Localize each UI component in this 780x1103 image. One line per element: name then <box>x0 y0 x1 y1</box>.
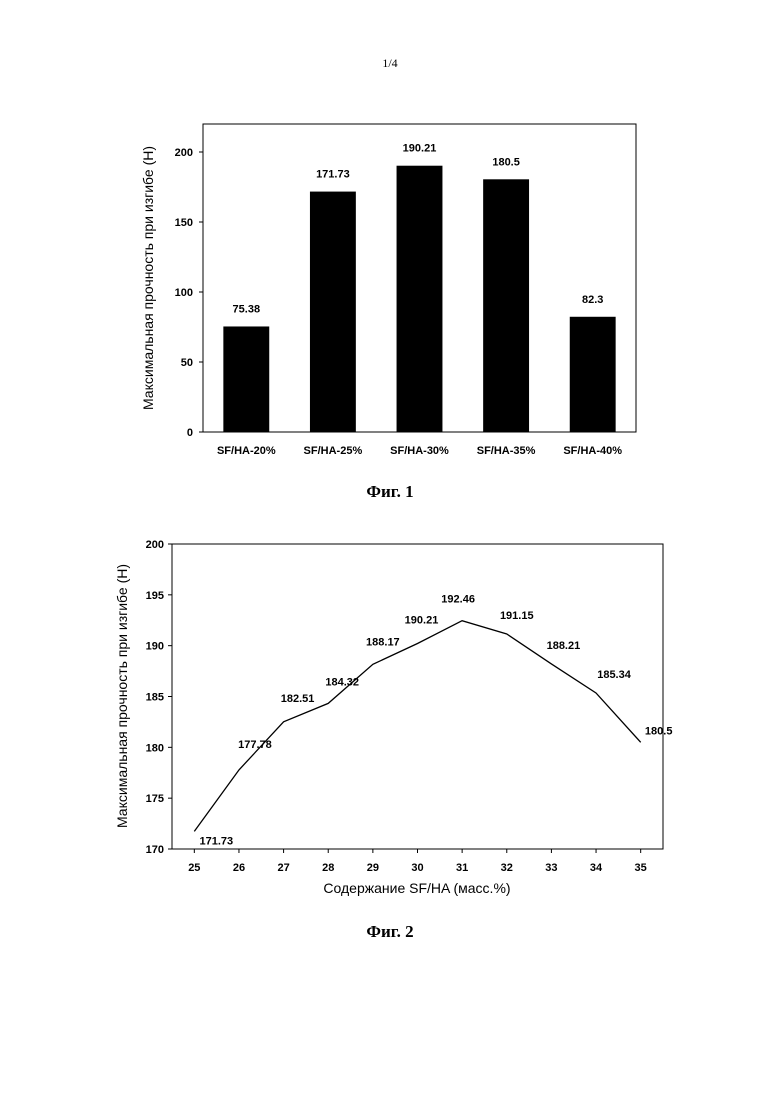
y-tick-label: 170 <box>146 844 164 856</box>
x-tick-label: 33 <box>545 862 557 874</box>
data-label: 182.51 <box>281 693 315 705</box>
plot-frame <box>172 544 663 849</box>
x-tick-label: 27 <box>277 862 289 874</box>
x-axis-title: Содержание SF/HA (масс.%) <box>323 880 510 896</box>
x-tick-label: 28 <box>322 862 334 874</box>
data-label: 188.21 <box>547 640 581 652</box>
data-label: 177.78 <box>238 739 272 751</box>
y-tick-label: 190 <box>146 641 164 653</box>
data-label: 188.17 <box>366 636 400 648</box>
figure-caption: Фиг. 2 <box>0 922 780 942</box>
data-label: 180.5 <box>645 725 673 737</box>
y-axis-title: Максимальная прочность при изгибе (Н) <box>114 564 130 828</box>
data-label: 185.34 <box>597 669 632 681</box>
x-tick-label: 32 <box>501 862 513 874</box>
x-tick-label: 34 <box>590 862 603 874</box>
y-tick-label: 200 <box>146 539 164 551</box>
data-label: 171.73 <box>199 835 233 847</box>
x-tick-label: 35 <box>635 862 647 874</box>
line-chart: 170 175 180 185 190 195 200 25 26 27 28 29 30 31 32 33… <box>0 0 780 910</box>
y-tick-label: 180 <box>146 742 164 754</box>
y-tick-label: 175 <box>146 793 164 805</box>
x-tick-label: 31 <box>456 862 468 874</box>
data-label: 192.46 <box>441 594 475 606</box>
x-tick-label: 25 <box>188 862 200 874</box>
series-line <box>194 621 640 832</box>
y-tick-label: 185 <box>146 692 164 704</box>
x-tick-label: 26 <box>233 862 245 874</box>
data-label: 184.32 <box>325 676 359 688</box>
y-tick-label: 195 <box>146 590 164 602</box>
x-tick-label: 29 <box>367 862 379 874</box>
x-tick-label: 30 <box>411 862 423 874</box>
data-label: 191.15 <box>500 610 534 622</box>
data-label: 190.21 <box>405 615 439 627</box>
